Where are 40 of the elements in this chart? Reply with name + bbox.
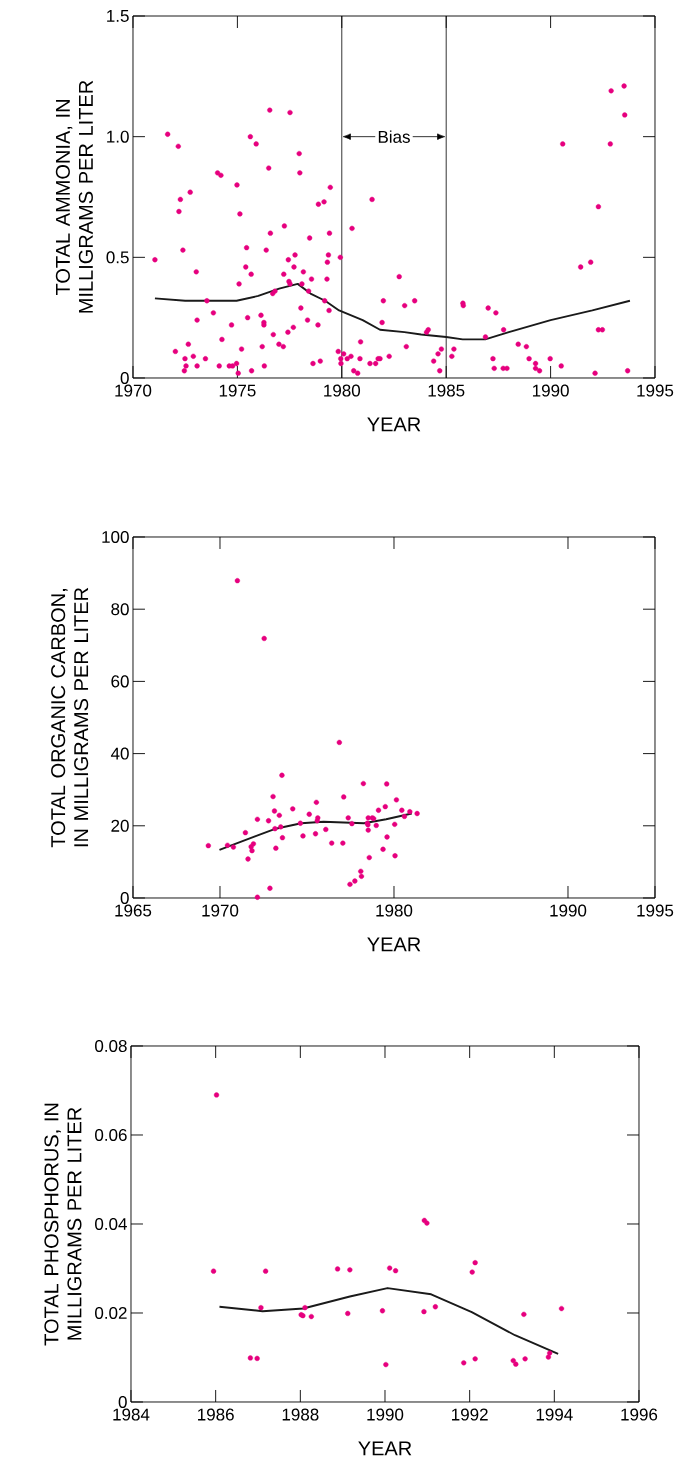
x-tick-label: 1996 [621,1408,658,1421]
x-tick-label: 1970 [115,384,152,397]
x-tick-label: 1984 [113,1408,150,1421]
y-tick-label: 0 [120,891,129,905]
x-tick-label: 1990 [550,904,587,917]
y-tick-label: 0 [120,371,129,385]
y-tick-label: 0.02 [95,1306,127,1320]
y-tick-label: 0.04 [95,1217,127,1231]
y-tick-label: 40 [110,747,129,760]
x-axis-title: YEAR [367,937,421,952]
annotation: Bias [378,130,410,143]
y-tick-label: 60 [111,675,129,688]
y-tick-label: 80 [111,603,129,616]
y-tick-label: 1.5 [107,10,129,22]
y-tick-label: 20 [111,819,129,832]
y-axis-title: TOTAL PHOSPHORUS, IN MILLIGRAMS PER LITER [44,1103,82,1346]
y-axis-title: TOTAL AMMONIA, IN MILLIGRAMS PER LITER [55,80,93,313]
x-tick-label: 1994 [536,1408,573,1421]
x-tick-label: 1965 [115,904,152,917]
x-tick-label: 1995 [637,384,674,397]
x-tick-label: 1990 [532,384,569,397]
x-tick-label: 1980 [324,384,361,397]
y-tick-label: 100 [102,530,129,544]
x-tick-label: 1986 [198,1408,234,1421]
y-tick-label: 0.5 [106,251,129,264]
y-tick-label: 0.08 [95,1039,127,1053]
y-axis-title: TOTAL ORGANIC CARBON, IN MILLIGRAMS PER LITER [51,587,89,848]
x-axis-title: YEAR [367,417,421,432]
x-tick-label: 1992 [452,1408,488,1421]
x-axis-title: YEAR [358,1441,412,1456]
y-tick-label: 0.06 [95,1128,127,1142]
x-tick-label: 1988 [282,1408,319,1421]
x-tick-label: 1970 [202,904,239,917]
x-tick-label: 1985 [428,384,465,397]
x-tick-label: 1975 [219,384,256,397]
y-tick-label: 0 [118,1395,127,1409]
x-tick-label: 1980 [376,904,413,917]
y-tick-label: 1.0 [107,130,129,143]
x-tick-label: 1990 [367,1408,404,1421]
x-tick-label: 1995 [637,904,674,917]
